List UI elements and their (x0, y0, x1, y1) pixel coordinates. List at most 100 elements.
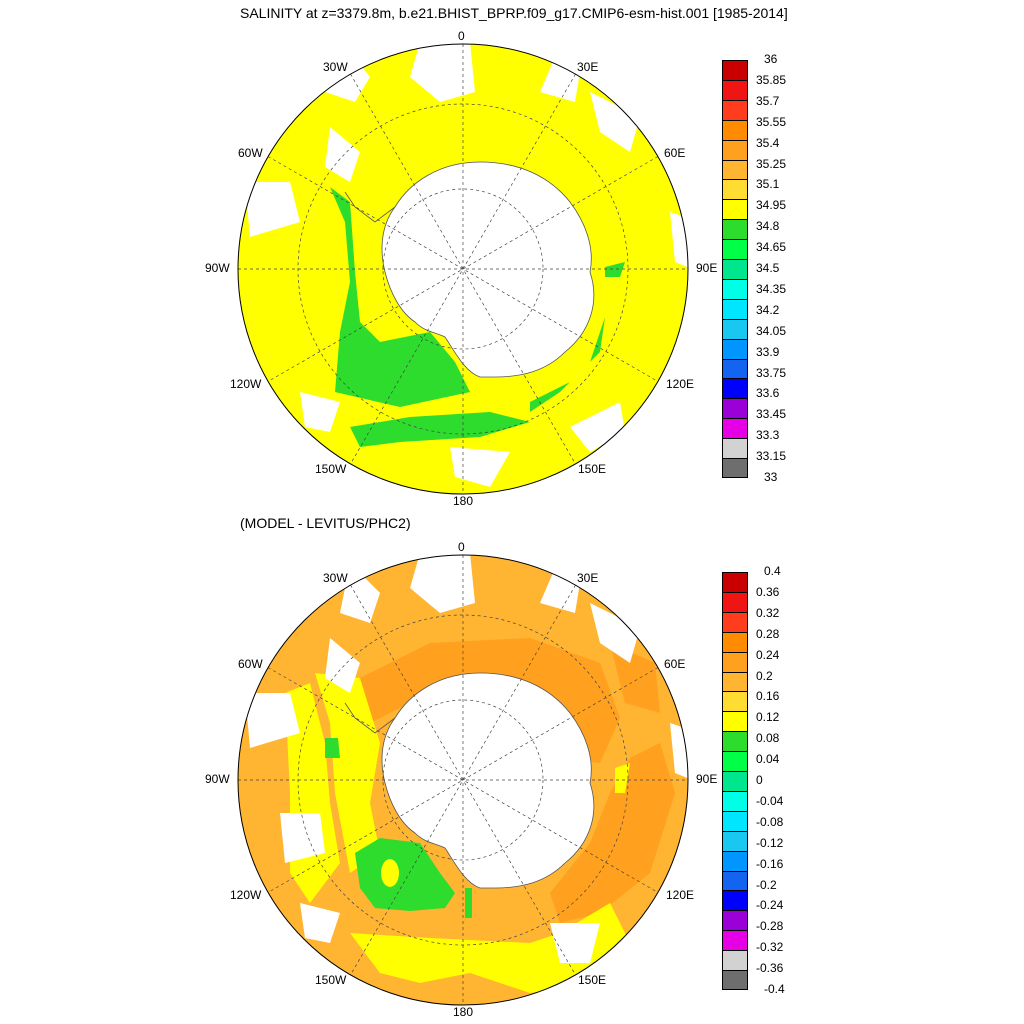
top-lon-label-60e: 60E (664, 146, 686, 160)
top-lon-label-0: 0 (458, 29, 465, 43)
bottom_panel-colorbar-swatch (722, 790, 748, 811)
bottom-lon-label-30e: 30E (577, 571, 599, 585)
top_panel-colorbar-swatch (722, 119, 748, 140)
bottom-lon-label-60e: 60E (664, 657, 686, 671)
bottom_panel-colorbar-tick-label: -0.32 (756, 940, 784, 955)
top_panel-colorbar-swatch (722, 418, 748, 439)
bottom_panel-colorbar-tick-label: -0.16 (756, 856, 784, 871)
top_panel-colorbar-swatch (722, 159, 748, 180)
bottom_panel-colorbar-tick-label: 0.28 (756, 626, 780, 641)
top_panel-colorbar-tick-label: 33.9 (756, 344, 780, 359)
bottom-lon-label-150e: 150E (578, 973, 607, 987)
bottom_panel-colorbar-swatch (722, 950, 748, 971)
bottom_panel-colorbar-swatch (722, 930, 748, 951)
top_panel-colorbar-tick-label: 33.3 (756, 428, 780, 443)
top-lon-label-180: 180 (453, 494, 474, 508)
top_panel-colorbar-swatch (722, 318, 748, 339)
top_panel-colorbar-swatch (722, 219, 748, 240)
bottom_panel-colorbar-swatch (722, 631, 748, 652)
bottom-lon-label-120e: 120E (666, 888, 695, 902)
bottom-lon-label-180: 180 (453, 1005, 474, 1019)
bottom_panel-colorbar-swatch (722, 751, 748, 772)
top_panel-colorbar-tick-label: 34.95 (756, 198, 787, 213)
bottom_panel-colorbar-tick-label: -0.24 (756, 898, 784, 913)
top_panel-colorbar-tick-label: 33.6 (756, 386, 780, 401)
bottom-green-region (325, 738, 472, 918)
bottom_panel-colorbar-tick-label: -0.2 (756, 877, 777, 892)
top_panel-colorbar-tick-label: 35.1 (756, 177, 780, 192)
top-lon-label-30w: 30W (323, 60, 348, 74)
top-map-svg (237, 43, 689, 495)
top-lon-label-60w: 60W (238, 146, 263, 160)
bottom-difference-map: 0 30E 60E 90E 120E 150E 180 150W 120W 90… (205, 540, 717, 1019)
top_panel-colorbar-swatch (722, 179, 748, 200)
bottom_panel-colorbar-swatch (722, 810, 748, 831)
bottom-lon-label-30w: 30W (323, 571, 348, 585)
bottom-map-svg (237, 554, 689, 1006)
bottom_panel-colorbar-swatch (722, 671, 748, 692)
bottom_panel-colorbar-swatch (722, 910, 748, 931)
bottom-map-title: (MODEL - LEVITUS/PHC2) (240, 515, 411, 531)
top-lon-label-120e: 120E (666, 377, 695, 391)
bottom_panel-colorbar-swatch (722, 651, 748, 672)
bottom_panel-colorbar-swatch (722, 850, 748, 871)
top_panel-colorbar-swatch (722, 458, 748, 478)
top_panel-colorbar-tick-label: 36 (764, 52, 778, 66)
top_panel-colorbar-swatch (722, 139, 748, 160)
top_panel-colorbar-swatch (722, 60, 748, 80)
bottom_panel-colorbar-tick-label: 0.04 (756, 752, 780, 767)
bottom-map-border (237, 554, 689, 1006)
bottom_panel-colorbar-tick-label: -0.12 (756, 835, 784, 850)
bottom_panel-colorbar-tick-label: 0 (756, 773, 763, 787)
top_panel-colorbar-tick-label: 35.4 (756, 135, 780, 150)
top-lon-label-90e: 90E (696, 261, 718, 275)
bottom_panel-colorbar-swatch (722, 731, 748, 752)
bottom_panel-colorbar-tick-label: 0.2 (756, 668, 773, 683)
bottom_panel-colorbar-tick-label: -0.4 (764, 982, 785, 996)
antarctica-continent-bottom (381, 672, 595, 889)
bottom-lon-label-0: 0 (458, 540, 465, 554)
bottom-colorbar (722, 572, 748, 990)
bottom_panel-colorbar-tick-label: 0.4 (764, 564, 781, 578)
top_panel-colorbar-tick-label: 33.75 (756, 365, 787, 380)
top_panel-colorbar-tick-label: 34.65 (756, 240, 787, 255)
bottom-lon-label-60w: 60W (238, 657, 263, 671)
bottom_panel-colorbar-tick-label: -0.28 (756, 919, 784, 934)
top-colorbar (722, 60, 748, 478)
top_panel-colorbar-tick-label: 33.45 (756, 407, 787, 422)
top-lon-label-90w: 90W (205, 261, 230, 275)
bottom_panel-colorbar-swatch (722, 830, 748, 851)
bottom_panel-colorbar-tick-label: -0.36 (756, 961, 784, 976)
top-low-salinity-region (330, 187, 625, 447)
bottom_panel-colorbar-swatch (722, 970, 748, 990)
bottom_panel-colorbar-swatch (722, 890, 748, 911)
bottom-lon-label-120w: 120W (230, 888, 262, 902)
top_panel-colorbar-swatch (722, 398, 748, 419)
bottom-lon-label-90w: 90W (205, 772, 230, 786)
bottom_panel-colorbar-tick-label: -0.08 (756, 814, 784, 829)
bottom-lon-label-150w: 150W (315, 973, 347, 987)
bottom_panel-colorbar-tick-label: 0.24 (756, 647, 780, 662)
top-graticule (238, 44, 688, 494)
bottom_panel-colorbar-swatch (722, 771, 748, 791)
bottom_panel-colorbar-tick-label: 0.32 (756, 605, 780, 620)
top_panel-colorbar-swatch (722, 239, 748, 260)
top_panel-colorbar-tick-label: 35.25 (756, 156, 787, 171)
top_panel-colorbar-swatch (722, 278, 748, 299)
top_panel-colorbar-tick-label: 34.2 (756, 302, 780, 317)
bottom_panel-colorbar-tick-label: 0.36 (756, 584, 780, 599)
top_panel-colorbar-tick-label: 34.8 (756, 219, 780, 234)
bottom_panel-colorbar-swatch (722, 711, 748, 732)
bottom_panel-colorbar-tick-label: 0.08 (756, 731, 780, 746)
antarctica-continent-top (381, 161, 595, 378)
bottom_panel-colorbar-tick-label: 0.12 (756, 710, 780, 725)
top_panel-colorbar-tick-label: 34.05 (756, 323, 787, 338)
top_panel-colorbar-swatch (722, 259, 748, 279)
top_panel-colorbar-swatch (722, 358, 748, 379)
bottom_panel-colorbar-tick-label: -0.04 (756, 793, 784, 808)
top-map-border (237, 43, 689, 495)
top_panel-colorbar-tick-label: 35.85 (756, 72, 787, 87)
bottom_panel-colorbar-swatch (722, 591, 748, 612)
bottom_panel-colorbar-swatch (722, 572, 748, 592)
bottom-graticule (238, 555, 688, 1005)
